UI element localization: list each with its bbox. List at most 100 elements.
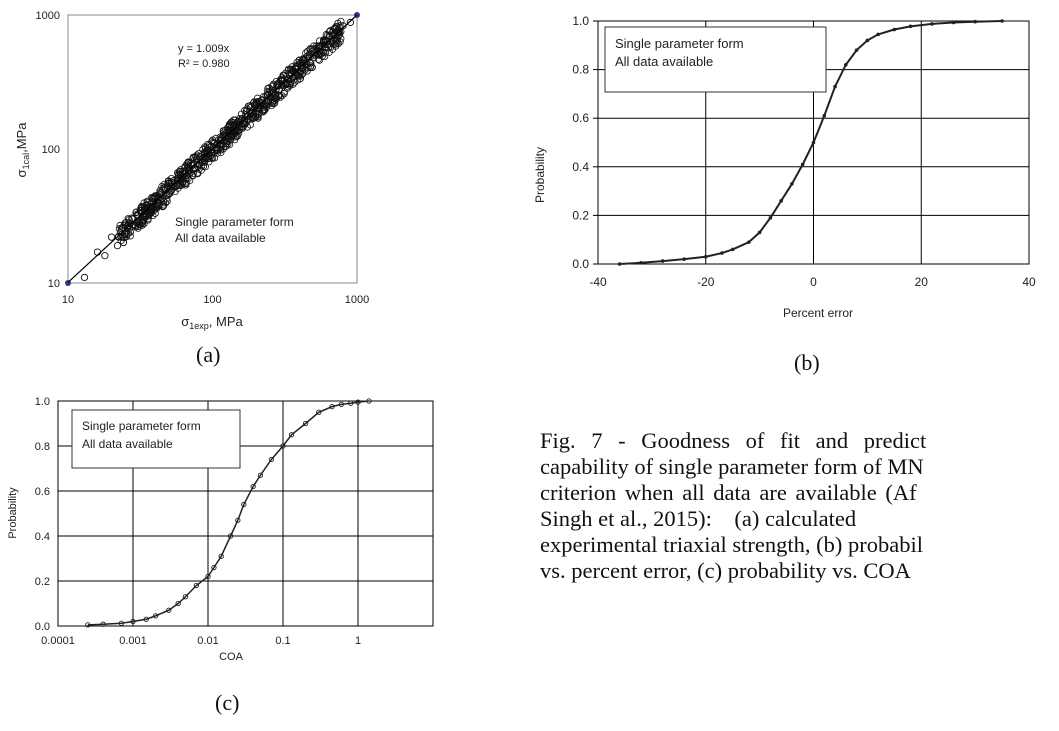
data-point: [193, 151, 201, 159]
x-tick-label: 20: [915, 275, 929, 289]
data-point: [115, 225, 123, 233]
legend-box: [71, 409, 241, 469]
data-point: [254, 98, 262, 106]
data-point: [314, 55, 322, 63]
data-point: [292, 69, 300, 78]
data-point: [355, 399, 361, 405]
y-tick-label: 1000: [36, 10, 60, 22]
y-tick-label: 0.4: [572, 160, 589, 174]
data-point: [285, 65, 293, 73]
data-point: [876, 32, 880, 37]
panel-label-a: (a): [196, 342, 221, 367]
annotation-line2: All data available: [175, 231, 266, 245]
data-point: [230, 120, 238, 129]
data-point: [257, 472, 264, 478]
data-point: [123, 224, 131, 233]
data-point: [175, 600, 181, 607]
data-point: [310, 45, 318, 53]
data-point: [143, 197, 151, 205]
y-tick-label: 0.0: [35, 621, 50, 633]
data-point: [240, 115, 249, 123]
x-tick-label: -40: [589, 275, 607, 289]
data-point: [703, 254, 708, 259]
data-point: [232, 128, 240, 136]
data-point: [184, 158, 192, 166]
data-point: [231, 136, 239, 144]
data-point: [241, 501, 247, 508]
data-point: [720, 251, 724, 255]
y-axis-label: Probability: [533, 147, 547, 203]
data-point: [790, 182, 794, 186]
data-point: [155, 202, 163, 210]
data-point: [158, 182, 166, 191]
data-point: [260, 103, 268, 111]
y-tick-label: 10: [48, 278, 60, 290]
caption-line: criterion when all data are available (A…: [540, 480, 917, 505]
data-point: [265, 84, 273, 92]
data-point: [302, 49, 310, 57]
annotation-line1: Single parameter form: [175, 215, 294, 229]
x-tick-label: 1: [355, 635, 361, 647]
data-point: [201, 163, 209, 171]
data-point: [118, 620, 125, 626]
data-point: [165, 190, 173, 198]
y-tick-label: 0.2: [35, 576, 50, 588]
data-point: [184, 161, 192, 170]
annotation-line1: Single parameter form: [82, 419, 201, 433]
data-point: [156, 191, 165, 199]
data-point: [865, 38, 870, 43]
data-point: [213, 139, 222, 148]
data-point: [217, 141, 225, 149]
caption-line: capability of single parameter form of M…: [540, 454, 924, 479]
x-tick-label: 0.001: [119, 635, 147, 647]
data-point: [252, 113, 260, 121]
data-point: [302, 420, 309, 427]
data-point: [134, 224, 142, 232]
data-point: [135, 214, 143, 222]
data-point: [288, 432, 295, 438]
equation-label: y = 1.009x: [178, 43, 230, 55]
data-point: [299, 69, 307, 78]
annotation-line1: Single parameter form: [615, 36, 744, 51]
data-point: [80, 273, 89, 282]
data-point: [269, 97, 278, 105]
data-point: [250, 98, 258, 106]
data-point: [234, 127, 242, 135]
data-point: [833, 84, 837, 89]
y-tick-label: 0.8: [572, 63, 589, 77]
data-point: [844, 62, 848, 67]
chart-c: 0.0 0.2 0.4 0.6 0.8 1.0 0.0001 0.001 0.01 0.1 1 Si…: [7, 396, 434, 663]
data-point: [136, 207, 144, 215]
data-point: [218, 553, 224, 559]
data-point: [163, 197, 171, 205]
data-point: [930, 22, 934, 26]
data-point: [730, 247, 735, 252]
data-point: [292, 72, 300, 80]
data-point: [261, 102, 269, 110]
data-point: [195, 149, 203, 158]
data-point: [268, 90, 276, 98]
data-point: [268, 456, 275, 463]
data-point: [143, 616, 149, 622]
data-point: [174, 176, 183, 184]
data-point: [951, 20, 956, 25]
probability-curve: [619, 20, 1003, 265]
data-point: [178, 175, 186, 183]
data-point: [140, 219, 148, 227]
panel-label-c: (c): [215, 690, 240, 715]
data-point: [209, 139, 217, 147]
y-tick-label: 0.0: [572, 257, 589, 271]
data-point: [283, 80, 291, 88]
data-point: [227, 533, 234, 539]
data-point: [757, 230, 762, 235]
data-point: [332, 23, 340, 31]
data-point: [277, 80, 285, 88]
probability-curve: [87, 400, 370, 626]
data-point: [250, 483, 256, 490]
data-point: [211, 564, 217, 571]
data-point: [280, 88, 288, 96]
data-point: [338, 401, 345, 408]
data-point: [124, 229, 133, 237]
data-point: [156, 186, 164, 195]
